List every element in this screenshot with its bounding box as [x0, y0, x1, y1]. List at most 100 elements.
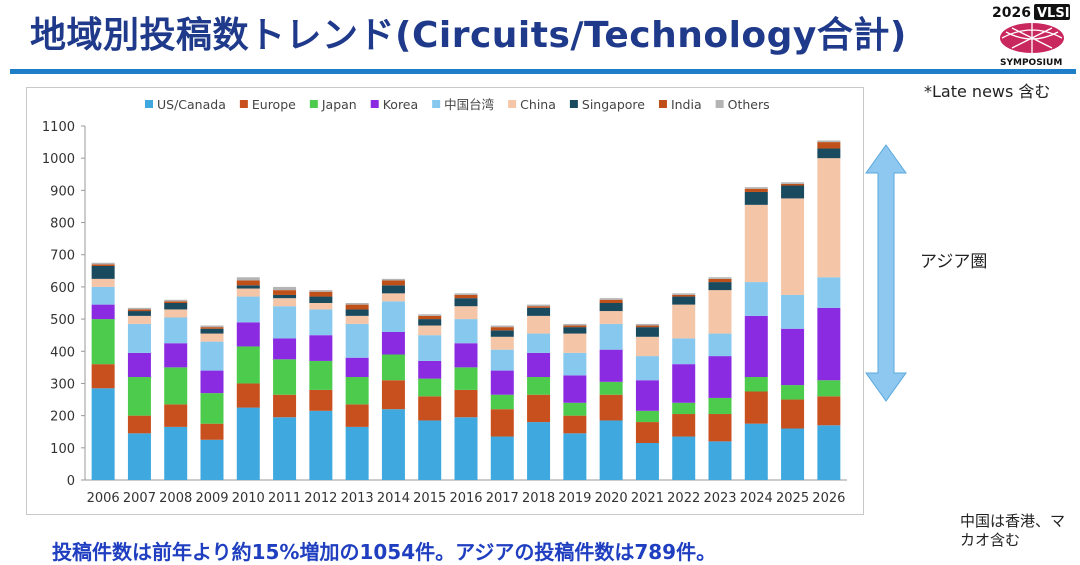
- bar-segment-中国台湾-2015: [418, 335, 442, 361]
- bar-segment-India-2007: [127, 309, 151, 312]
- legend-label-India: India: [671, 97, 702, 112]
- x-tick-label: 2025: [776, 491, 809, 506]
- x-tick-label: 2011: [268, 491, 301, 506]
- bar-segment-Singapore-2026: [817, 148, 841, 159]
- legend-swatch-Europe: [239, 100, 248, 108]
- stacked-bar-chart: 0 100 200 300 400 500 600 700 800 900 1000 1100 2006…: [42, 97, 847, 506]
- y-tick-label: 1100: [42, 120, 75, 135]
- bar-segment-China-2021: [635, 336, 659, 357]
- x-tick-label: 2013: [341, 491, 374, 506]
- x-tick-label: 2015: [413, 491, 446, 506]
- x-tick-label: 2021: [631, 491, 664, 506]
- bar-segment-Europe-2026: [817, 396, 841, 426]
- bar-segment-India-2024: [744, 188, 768, 192]
- bar-segment-Europe-2020: [599, 394, 623, 421]
- bar-segment-中国台湾-2010: [236, 296, 260, 323]
- bar-segment-Others-2020: [599, 298, 623, 300]
- x-tick-label: 2024: [740, 491, 773, 506]
- x-tick-label: 2007: [123, 491, 156, 506]
- bar-segment-Singapore-2022: [672, 296, 696, 305]
- bar-segment-Singapore-2025: [781, 185, 805, 199]
- bar-segment-Singapore-2024: [744, 191, 768, 205]
- bar-segment-Singapore-2018: [527, 307, 551, 316]
- bar-segment-Japan-2006: [91, 319, 115, 365]
- bar-segment-Korea-2017: [490, 370, 514, 395]
- bar-segment-US/Canada-2014: [381, 409, 405, 480]
- bar-segment-Singapore-2014: [381, 285, 405, 294]
- bar-segment-US/Canada-2009: [200, 439, 224, 480]
- bar-segment-Europe-2023: [708, 414, 732, 442]
- bar-segment-中国台湾-2019: [563, 352, 587, 376]
- bar-segment-中国台湾-2021: [635, 356, 659, 381]
- bar-segment-US/Canada-2007: [127, 433, 151, 480]
- bar-segment-Others-2015: [418, 314, 442, 316]
- bar-segment-Japan-2024: [744, 377, 768, 392]
- legend-swatch-Others: [715, 100, 724, 108]
- bar-segment-Korea-2009: [200, 370, 224, 394]
- bar-segment-US/Canada-2020: [599, 420, 623, 480]
- bar-segment-US/Canada-2021: [635, 442, 659, 480]
- bar-segment-Europe-2010: [236, 383, 260, 408]
- bar-segment-Japan-2017: [490, 394, 514, 410]
- bar-segment-Korea-2022: [672, 364, 696, 403]
- bar-segment-China-2026: [817, 158, 841, 278]
- bar-segment-Singapore-2019: [563, 327, 587, 334]
- bar-segment-US/Canada-2022: [672, 436, 696, 480]
- bar-segment-China-2022: [672, 304, 696, 339]
- bar-segment-India-2014: [381, 280, 405, 286]
- bar-segment-China-2017: [490, 336, 514, 350]
- bar-segment-US/Canada-2015: [418, 420, 442, 480]
- bar-segment-China-2009: [200, 333, 224, 342]
- bar-segment-中国台湾-2022: [672, 338, 696, 365]
- x-tick-label: 2009: [195, 491, 228, 506]
- bar-segment-Japan-2019: [563, 402, 587, 416]
- x-tick-label: 2017: [486, 491, 519, 506]
- x-tick-label: 2012: [304, 491, 337, 506]
- bar-segment-中国台湾-2013: [345, 323, 369, 358]
- bar-segment-China-2024: [744, 204, 768, 283]
- bar-segment-Korea-2006: [91, 304, 115, 320]
- bar-segment-中国台湾-2016: [454, 319, 478, 344]
- bar-segment-Korea-2019: [563, 375, 587, 403]
- asia-range-arrow: [865, 144, 907, 402]
- bar-segment-Europe-2017: [490, 409, 514, 437]
- bar-segment-China-2006: [91, 278, 115, 287]
- bar-segment-中国台湾-2007: [127, 323, 151, 353]
- bar-segment-Japan-2016: [454, 367, 478, 390]
- bar-segment-Korea-2016: [454, 343, 478, 368]
- bar-segment-Europe-2011: [273, 394, 297, 418]
- bar-segment-中国台湾-2009: [200, 341, 224, 371]
- bar-segment-Others-2009: [200, 325, 224, 328]
- y-tick-label: 500: [50, 313, 75, 328]
- bar-segment-中国台湾-2020: [599, 323, 623, 350]
- bar-segment-US/Canada-2017: [490, 436, 514, 480]
- bar-segment-US/Canada-2023: [708, 441, 732, 480]
- bar-segment-US/Canada-2011: [273, 417, 297, 480]
- x-tick-label: 2006: [87, 491, 120, 506]
- bar-segment-Japan-2025: [781, 385, 805, 400]
- x-tick-label: 2008: [159, 491, 192, 506]
- bar-segment-India-2013: [345, 304, 369, 310]
- bar-segment-US/Canada-2010: [236, 407, 260, 480]
- x-tick-label: 2014: [377, 491, 410, 506]
- bar-segment-Singapore-2010: [236, 285, 260, 289]
- logo-year: 2026: [992, 5, 1031, 21]
- x-tick-label: 2018: [522, 491, 555, 506]
- legend-swatch-Korea: [370, 100, 379, 108]
- y-tick-label: 400: [50, 345, 75, 360]
- bar-segment-China-2013: [345, 315, 369, 324]
- y-tick-label: 0: [67, 474, 75, 489]
- bar-segment-China-2010: [236, 288, 260, 297]
- bar-segment-中国台湾-2024: [744, 282, 768, 316]
- bar-segment-Japan-2007: [127, 377, 151, 416]
- bar-segment-Europe-2021: [635, 422, 659, 443]
- bar-segment-China-2018: [527, 315, 551, 334]
- bar-segment-Others-2013: [345, 303, 369, 305]
- bar-segment-Korea-2026: [817, 307, 841, 381]
- bar-segment-Korea-2021: [635, 380, 659, 411]
- bar-segment-Others-2016: [454, 293, 478, 295]
- legend-label-Europe: Europe: [252, 97, 296, 112]
- bar-segment-Europe-2022: [672, 414, 696, 437]
- bar-segment-Singapore-2009: [200, 328, 224, 334]
- bar-segment-Others-2014: [381, 278, 405, 281]
